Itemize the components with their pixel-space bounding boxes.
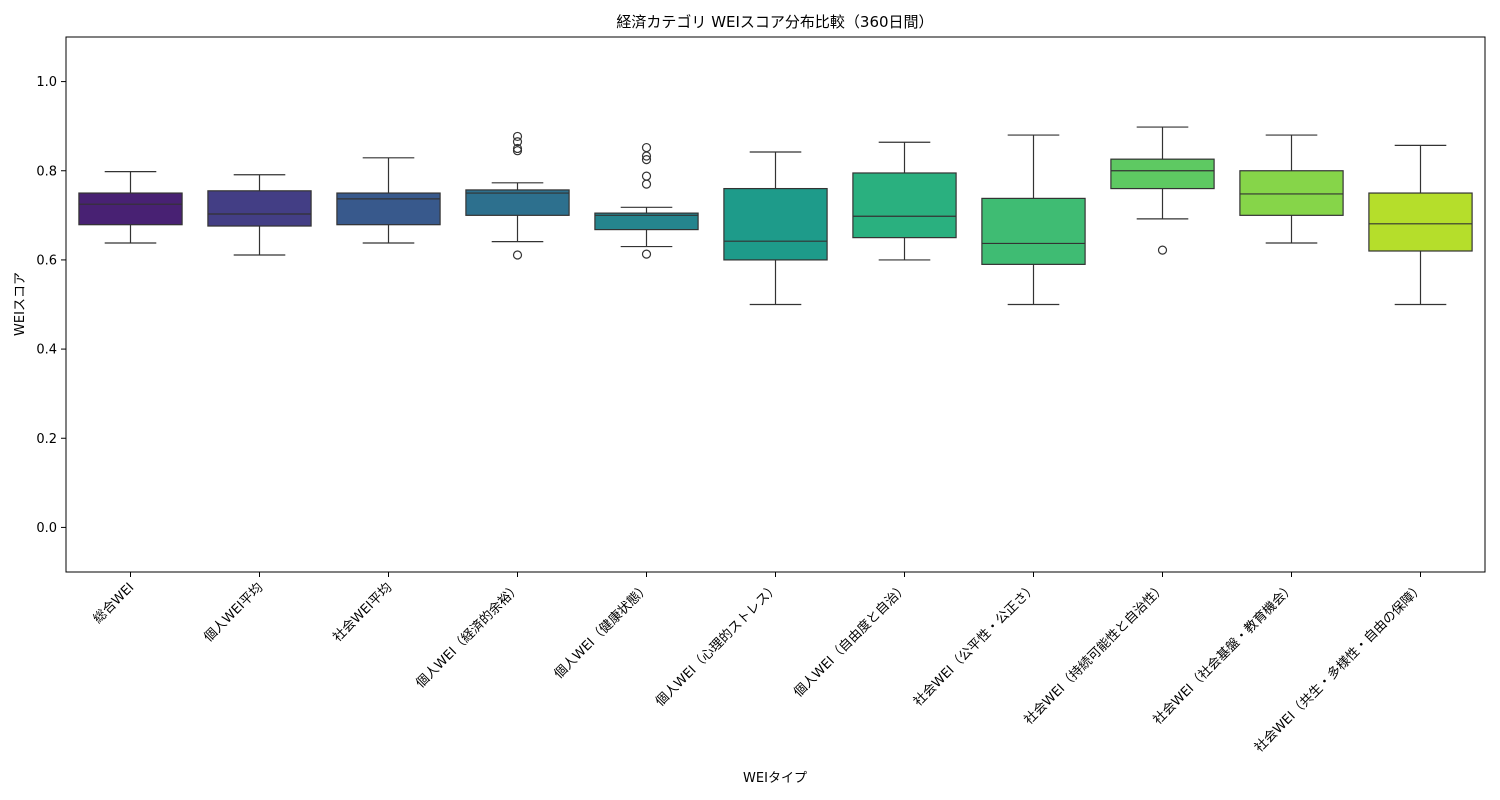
outlier-point	[512, 143, 523, 154]
box	[78, 192, 183, 226]
x-tick-label: 社会WEI（社会基盤・教育機会）	[1150, 580, 1298, 728]
outlier-point	[641, 249, 652, 259]
y-axis: 0.0 0.2 0.4 0.6 0.8 1.0	[36, 75, 66, 536]
outlier-point	[1157, 245, 1168, 255]
y-tick-label: 0.6	[36, 253, 57, 268]
box-group	[1110, 126, 1215, 255]
x-axis: 総合WEI 個人WEI平均 社会WEI平均 個人WEI（経済的余裕） 個人WEI（健康状…	[91, 572, 1427, 756]
box	[1110, 158, 1215, 190]
x-tick-label: 社会WEI（持続可能性と自治性）	[1021, 580, 1169, 728]
boxes	[78, 126, 1473, 306]
box	[336, 192, 441, 226]
chart-title: 経済カテゴリ WEIスコア分布比較（360日間）	[616, 13, 933, 31]
x-tick-label: 社会WEI（公平性・公正さ）	[910, 580, 1040, 710]
outlier-point	[512, 250, 523, 260]
outlier-point	[641, 171, 652, 181]
box	[723, 187, 828, 261]
y-axis-label: WEIスコア	[13, 272, 28, 336]
box-group	[723, 151, 828, 306]
y-tick-label: 1.0	[36, 75, 57, 90]
outlier-point	[512, 137, 523, 147]
x-tick-label: 個人WEI（健康状態）	[551, 580, 653, 682]
box	[594, 212, 699, 231]
x-axis-label: WEIタイプ	[743, 771, 807, 786]
outlier-point	[641, 142, 652, 153]
y-tick-label: 0.4	[36, 343, 57, 358]
box-group	[1368, 144, 1473, 306]
box-group	[78, 171, 183, 244]
x-tick-label: 個人WEI平均	[201, 580, 266, 645]
box	[1239, 170, 1344, 216]
box	[465, 189, 570, 216]
y-tick-label: 0.0	[36, 521, 57, 536]
box-group	[594, 142, 699, 259]
outlier-point	[641, 179, 652, 189]
outlier-point	[512, 131, 523, 142]
box-group	[981, 134, 1086, 306]
x-tick-label: 個人WEI（経済的余裕）	[413, 580, 525, 692]
outlier-point	[641, 155, 652, 165]
x-tick-label: 総合WEI	[91, 580, 138, 627]
box-group	[336, 157, 441, 244]
box	[207, 190, 312, 227]
x-tick-label: 個人WEI（心理的ストレス）	[652, 580, 782, 710]
x-tick-label: 社会WEI平均	[330, 580, 396, 646]
box-group	[852, 141, 957, 261]
x-tick-label: 個人WEI（自由度と自治）	[790, 580, 911, 701]
y-tick-label: 0.2	[36, 432, 57, 447]
box	[852, 172, 957, 239]
box	[1368, 192, 1473, 252]
y-tick-label: 0.8	[36, 164, 57, 179]
box-group	[207, 174, 312, 256]
box-group	[465, 131, 570, 260]
box	[981, 197, 1086, 265]
box-group	[1239, 134, 1344, 244]
